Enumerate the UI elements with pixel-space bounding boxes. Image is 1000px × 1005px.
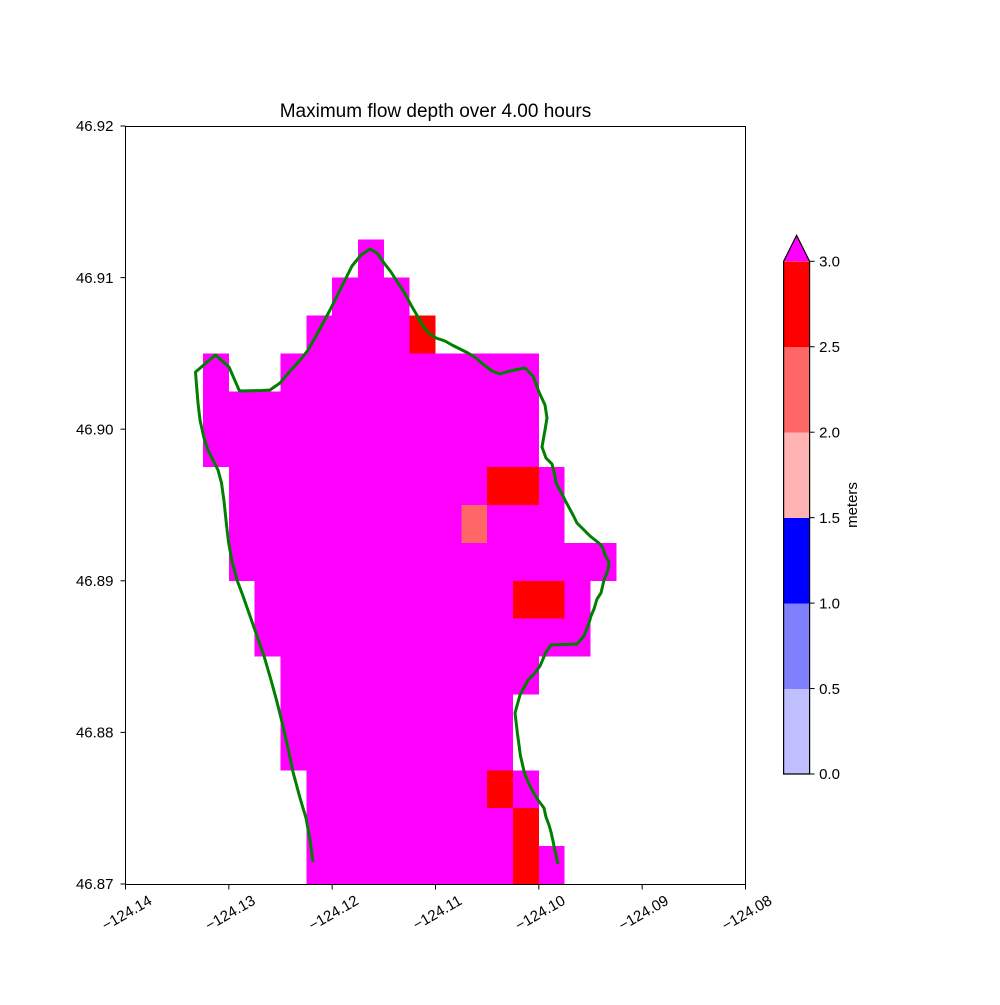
svg-text:46.89: 46.89 [76,573,114,590]
svg-text:1.0: 1.0 [819,595,840,612]
svg-text:0.5: 0.5 [819,681,840,698]
svg-text:meters: meters [844,482,861,528]
svg-text:46.88: 46.88 [76,725,114,742]
svg-text:2.0: 2.0 [819,424,840,441]
svg-text:Maximum flow depth over 4.00 h: Maximum flow depth over 4.00 hours [280,101,592,122]
svg-text:2.5: 2.5 [819,339,840,356]
svg-text:3.0: 3.0 [819,254,840,271]
svg-text:0.0: 0.0 [819,766,840,783]
svg-text:1.5: 1.5 [819,510,840,527]
svg-text:46.87: 46.87 [76,876,114,893]
svg-text:46.90: 46.90 [76,421,114,438]
svg-text:46.91: 46.91 [76,270,114,287]
svg-text:46.92: 46.92 [76,118,114,135]
